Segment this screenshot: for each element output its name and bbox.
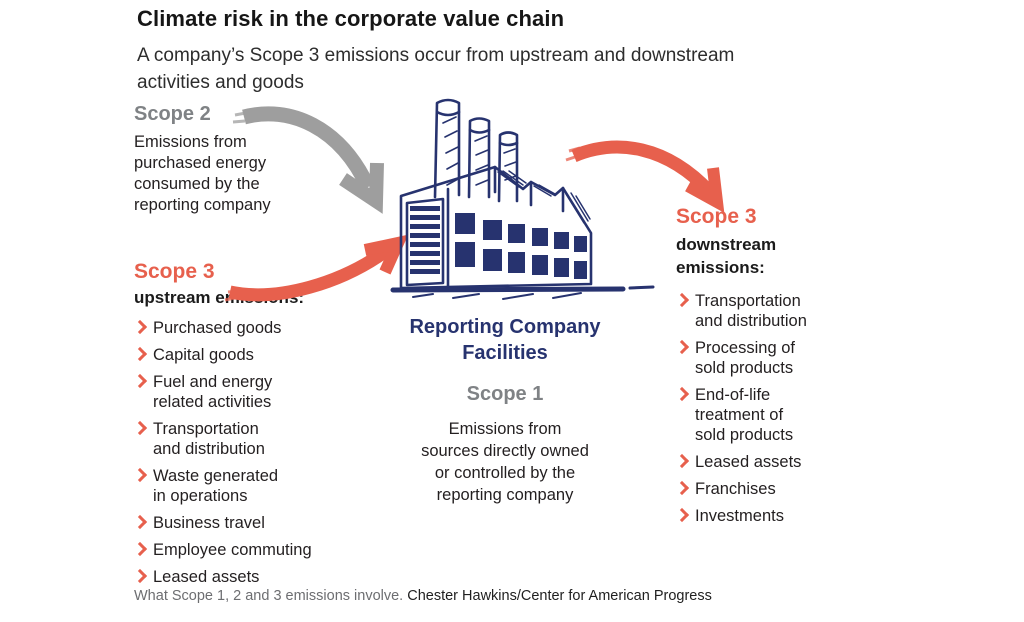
scope3-upstream-heading: Scope 3 [134, 260, 215, 283]
center-column: Reporting Company Facilities Scope 1 Emi… [380, 314, 630, 506]
list-item: Waste generated in operations [132, 466, 334, 506]
scope3-downstream-list: Transportation and distribution Processi… [674, 291, 841, 526]
list-item: Investments [674, 506, 841, 526]
list-item-label: Employee commuting [153, 541, 312, 559]
scope3-upstream-list: Purchased goods Capital goods Fuel and e… [132, 318, 334, 587]
list-item-label: Leased assets [695, 453, 802, 471]
list-item-label: Business travel [153, 514, 265, 532]
list-item: Franchises [674, 479, 841, 499]
list-item-label: Leased assets [153, 568, 260, 586]
page-title: Climate risk in the corporate value chai… [137, 6, 565, 31]
list-item-label: Transportation and distribution [695, 292, 807, 330]
list-item: Fuel and energy related activities [132, 372, 334, 412]
scope3-upstream-section: Scope 3 upstream emissions: Purchased go… [132, 260, 334, 594]
caption-bar: What Scope 1, 2 and 3 emissions involve.… [134, 588, 712, 604]
list-item: Employee commuting [132, 540, 334, 560]
list-item-label: End-of-life treatment of sold products [695, 386, 794, 444]
scope1-heading: Scope 1 [466, 383, 544, 405]
gray-brush-arrow-icon [232, 106, 384, 214]
list-item-label: Waste generated in operations [153, 467, 279, 505]
caption-text: What Scope 1, 2 and 3 emissions involve. [134, 588, 404, 604]
chevron-right-icon [132, 373, 148, 389]
list-item: Leased assets [674, 452, 841, 472]
chevron-right-icon [674, 292, 690, 308]
scope2-description: Emissions from purchased energy consumed… [134, 133, 271, 214]
chevron-right-icon [132, 467, 148, 483]
list-item-label: Franchises [695, 480, 776, 498]
chevron-right-icon [132, 420, 148, 436]
list-item-label: Capital goods [153, 346, 254, 364]
list-item-label: Purchased goods [153, 319, 282, 337]
chevron-right-icon [132, 319, 148, 335]
facility-label: Reporting Company Facilities [409, 316, 601, 364]
list-item: Purchased goods [132, 318, 334, 338]
red-brush-arrow-icon [565, 140, 725, 213]
list-item: Business travel [132, 513, 334, 533]
red-brush-arrow-icon [224, 234, 409, 302]
chevron-right-icon [132, 346, 148, 362]
scope3-downstream-section: Scope 3 downstream emissions: Transporta… [674, 205, 841, 533]
chevron-right-icon [674, 480, 690, 496]
list-item-label: Processing of sold products [695, 339, 795, 377]
chevron-right-icon [132, 568, 148, 584]
chevron-right-icon [132, 514, 148, 530]
list-item: Leased assets [132, 567, 334, 587]
chevron-right-icon [132, 541, 148, 557]
chevron-right-icon [674, 386, 690, 402]
chevron-right-icon [674, 339, 690, 355]
factory-sketch-illustration [390, 98, 655, 300]
list-item: Processing of sold products [674, 338, 841, 378]
list-item-label: Investments [695, 507, 784, 525]
chevron-right-icon [674, 507, 690, 523]
list-item: Transportation and distribution [674, 291, 841, 331]
page-subtitle: A company’s Scope 3 emissions occur from… [137, 45, 735, 93]
list-item: Transportation and distribution [132, 419, 334, 459]
scope2-heading: Scope 2 [134, 103, 211, 125]
list-item-label: Fuel and energy related activities [153, 373, 273, 411]
list-item: End-of-life treatment of sold products [674, 385, 841, 445]
scope2-section: Scope 2 Emissions from purchased energy … [134, 103, 314, 216]
chevron-right-icon [674, 453, 690, 469]
credit-text: Chester Hawkins/Center for American Prog… [407, 588, 712, 604]
list-item-label: Transportation and distribution [153, 420, 265, 458]
list-item: Capital goods [132, 345, 334, 365]
scope1-description: Emissions from sources directly owned or… [421, 420, 589, 504]
scope3-downstream-subheading: downstream emissions: [676, 235, 777, 277]
scope3-downstream-heading: Scope 3 [676, 205, 757, 228]
